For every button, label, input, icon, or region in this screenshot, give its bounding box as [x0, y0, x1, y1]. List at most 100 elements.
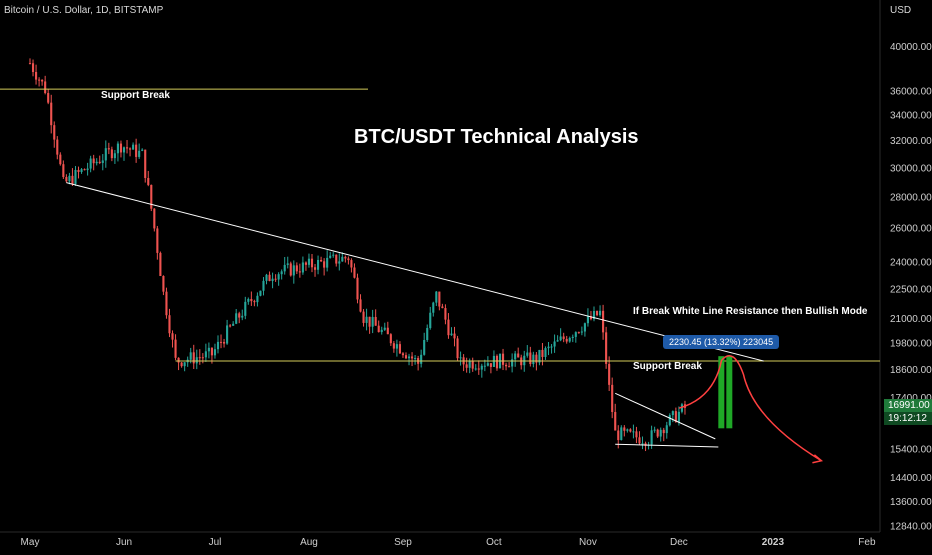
candle-body: [177, 357, 180, 363]
candle-body: [629, 429, 632, 432]
candle-body: [529, 352, 532, 365]
candle-body: [50, 102, 53, 126]
candle-body: [432, 302, 435, 313]
candle-body: [59, 154, 62, 165]
candle-body: [565, 338, 568, 342]
candle-body: [495, 355, 499, 369]
candle-body: [580, 331, 583, 333]
wedge-upper-line[interactable]: [615, 392, 716, 440]
price-tick-label: 14400.00: [890, 473, 932, 484]
candle-body: [247, 298, 250, 302]
candle-body: [389, 334, 392, 344]
time-axis[interactable]: May Jun Jul Aug Sep Oct Nov Dec 2023 Feb: [21, 537, 876, 548]
candle-body: [411, 356, 414, 359]
candle-body: [447, 319, 450, 336]
candle-body: [265, 274, 268, 281]
time-tick-label: Aug: [300, 537, 318, 548]
candle-body: [514, 353, 517, 360]
candle-body: [216, 341, 220, 350]
price-tick-label: 24000.00: [890, 258, 932, 269]
candle-body: [338, 261, 341, 264]
candle-body: [553, 341, 556, 347]
price-tick-label: 12840.00: [890, 521, 932, 532]
candle-body: [74, 169, 77, 184]
candle-body: [544, 348, 547, 357]
candle-body: [465, 364, 468, 368]
candle-body: [401, 353, 405, 356]
candle-body: [341, 256, 344, 262]
candle-body: [568, 337, 571, 342]
candle-body: [671, 411, 674, 416]
candle-body: [371, 316, 374, 327]
time-tick-label: Oct: [486, 537, 502, 548]
projected-path-arrowhead: [812, 454, 824, 464]
candle-body: [268, 274, 271, 281]
candle-body: [141, 149, 144, 151]
candle-body: [180, 362, 183, 367]
candle-body: [113, 153, 116, 159]
price-tick-label: 30000.00: [890, 163, 932, 174]
candle-body: [395, 344, 398, 349]
price-tick-label: 15400.00: [890, 445, 932, 456]
candle-body: [468, 361, 471, 368]
candle-body: [129, 148, 132, 150]
candle-body: [653, 429, 656, 431]
candle-body: [665, 425, 668, 434]
drawing-layer: [0, 88, 880, 464]
candle-body: [286, 263, 289, 265]
candle-body: [165, 291, 168, 316]
time-tick-label: Nov: [579, 537, 597, 548]
candle-body: [444, 308, 447, 320]
time-tick-label: Sep: [394, 537, 412, 548]
candle-body: [480, 365, 483, 370]
candle-body: [535, 354, 538, 363]
candle-body: [435, 291, 438, 303]
candle-body: [301, 262, 304, 273]
candle-body: [250, 298, 253, 302]
candle-body: [210, 347, 213, 356]
candle-body: [135, 144, 138, 157]
candle-body: [398, 344, 401, 354]
candle-body: [307, 258, 311, 265]
resistance-note: If Break White Line Resistance then Bull…: [633, 306, 868, 317]
candle-body: [147, 178, 150, 185]
candle-body: [559, 336, 562, 341]
candle-body: [438, 291, 441, 307]
candle-body: [674, 411, 677, 422]
candle-body: [171, 333, 174, 340]
candle-body: [292, 265, 295, 276]
chart-title: BTC/USDT Technical Analysis: [354, 126, 639, 148]
candle-body: [213, 349, 217, 356]
wedge-lower-line[interactable]: [615, 443, 719, 448]
price-tick-label: 28000.00: [890, 192, 932, 203]
candle-body: [602, 310, 605, 333]
candle-body: [347, 258, 350, 261]
candle-body: [31, 63, 35, 72]
candle-body: [323, 261, 326, 268]
candle-body: [110, 149, 113, 159]
candle-body: [429, 312, 432, 329]
resistance-trendline[interactable]: [66, 182, 764, 362]
candle-body: [456, 338, 459, 359]
candle-body: [474, 368, 477, 370]
candle-body: [229, 325, 232, 327]
symbol-label[interactable]: Bitcoin / U.S. Dollar, 1D, BITSTAMP: [4, 5, 164, 16]
candle-body: [599, 310, 602, 316]
candle-body: [377, 325, 380, 333]
candle-body: [238, 313, 241, 318]
candle-body: [183, 362, 186, 367]
candle-body: [298, 271, 301, 273]
projection-bar-left: [718, 356, 725, 429]
measure-badge: 2230.45 (13.32%) 223045: [663, 335, 780, 349]
candle-body: [505, 364, 508, 367]
candle-body: [104, 148, 107, 161]
candle-body: [626, 429, 629, 431]
candle-body: [159, 252, 162, 277]
candle-body: [526, 352, 529, 356]
price-axis[interactable]: 40000.00 36000.00 34000.00 32000.00 30000.00…: [890, 42, 932, 532]
candle-body: [101, 160, 104, 163]
candle-body: [368, 316, 371, 327]
